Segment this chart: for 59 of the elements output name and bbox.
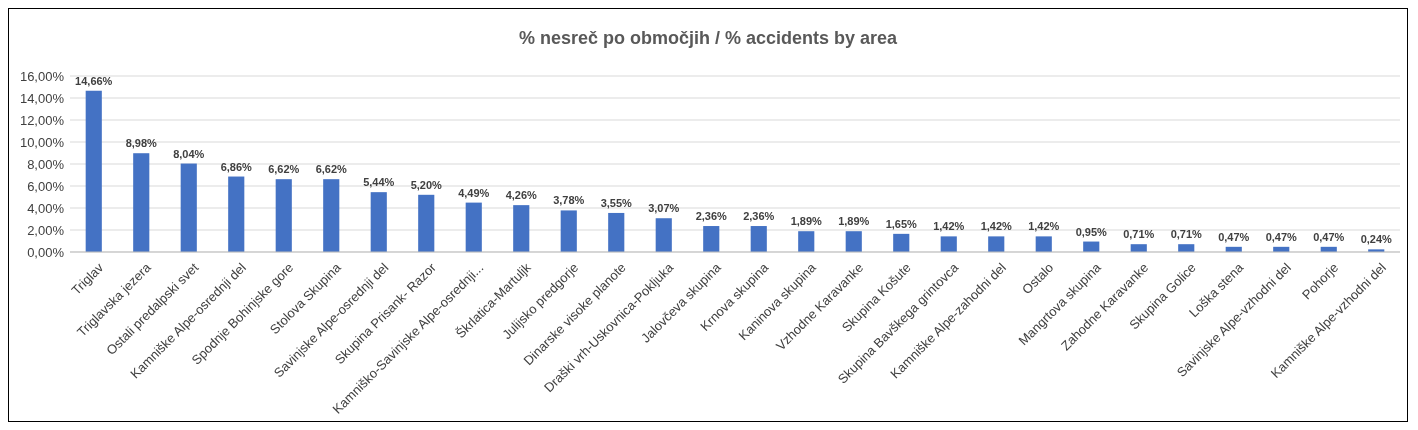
data-label: 4,26% <box>505 189 538 202</box>
data-label: 0,47% <box>1313 230 1345 243</box>
chart-title: % nesreč po območjih / % accidents by area <box>518 28 899 48</box>
data-label: 3,07% <box>648 202 680 215</box>
bar <box>560 210 577 252</box>
bar <box>940 236 957 252</box>
data-label: 5,20% <box>410 178 443 191</box>
data-label: 0,24% <box>1360 233 1393 246</box>
data-label: 0,71% <box>1170 228 1203 241</box>
y-tick-label: 2,00% <box>27 222 65 238</box>
bar <box>893 233 910 252</box>
data-label: 1,65% <box>885 217 918 230</box>
data-label: 1,89% <box>790 215 823 228</box>
bar <box>228 176 245 252</box>
data-label: 6,62% <box>268 163 300 176</box>
bar <box>798 231 815 252</box>
bar <box>275 179 292 252</box>
data-label: 14,66% <box>75 74 113 87</box>
y-tick-label: 0,00% <box>27 244 65 260</box>
bar <box>180 163 197 252</box>
data-label: 1,89% <box>838 215 870 228</box>
data-label: 8,98% <box>125 137 158 150</box>
y-tick-label: 16,00% <box>19 68 65 84</box>
bar <box>370 192 387 252</box>
bar <box>133 153 150 252</box>
data-label: 2,36% <box>743 210 775 223</box>
data-label: 0,71% <box>1123 228 1155 241</box>
data-label: 5,44% <box>363 176 395 189</box>
bar <box>1035 236 1052 252</box>
bar <box>465 202 482 252</box>
bar <box>513 205 530 252</box>
data-label: 6,86% <box>220 160 253 173</box>
bar <box>608 212 625 252</box>
y-tick-label: 8,00% <box>27 156 65 172</box>
bar <box>655 218 672 252</box>
bar <box>988 236 1005 252</box>
bar <box>323 179 340 252</box>
bar <box>750 226 767 252</box>
data-label: 8,04% <box>173 147 205 160</box>
bar <box>85 90 102 252</box>
y-tick-label: 10,00% <box>19 134 65 150</box>
data-label: 3,78% <box>553 194 585 207</box>
y-tick-label: 4,00% <box>27 200 65 216</box>
data-label: 1,42% <box>1028 220 1060 233</box>
y-tick-label: 14,00% <box>19 90 65 106</box>
data-label: 0,47% <box>1218 230 1250 243</box>
bar <box>845 231 862 252</box>
data-label: 1,42% <box>980 220 1013 233</box>
bar <box>418 194 435 252</box>
y-tick-label: 6,00% <box>27 178 65 194</box>
data-label: 0,95% <box>1075 225 1108 238</box>
data-label: 1,42% <box>933 220 965 233</box>
bar <box>703 226 720 252</box>
data-label: 3,55% <box>600 196 633 209</box>
data-label: 4,49% <box>458 186 490 199</box>
data-label: 2,36% <box>695 210 728 223</box>
data-label: 0,47% <box>1265 230 1298 243</box>
y-tick-label: 12,00% <box>19 112 65 128</box>
data-label: 6,62% <box>315 163 348 176</box>
